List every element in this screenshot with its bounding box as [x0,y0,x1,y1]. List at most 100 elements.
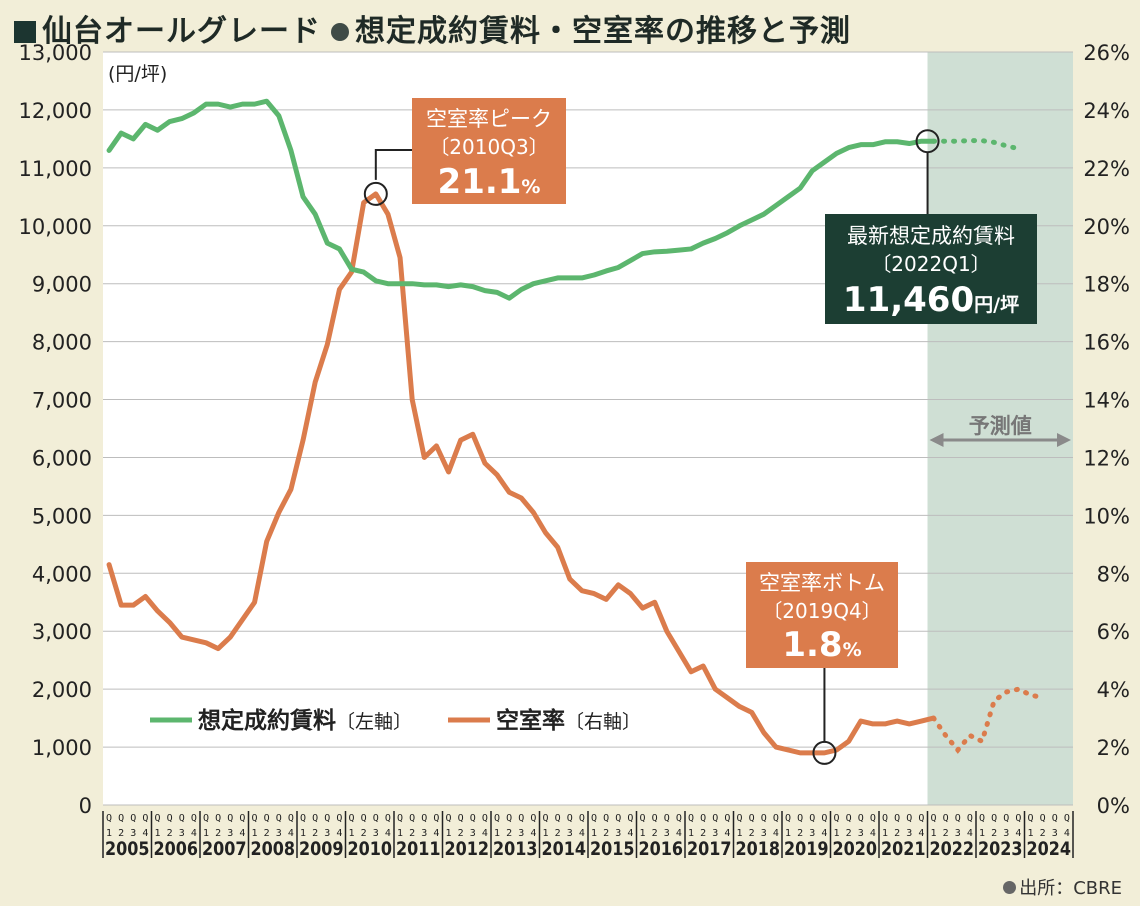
quarter-tick-q: Q [700,813,706,824]
left-tick-label: 3,000 [32,620,92,644]
right-tick-label: 10% [1083,504,1130,528]
left-tick-label: 6,000 [32,446,92,470]
quarter-tick-q: Q [361,813,367,824]
quarter-tick-number: 1 [203,828,209,839]
quarter-tick-number: 4 [142,828,148,839]
right-tick-label: 12% [1083,446,1130,470]
forecast-label-bg [958,414,1043,436]
quarter-tick-q: Q [421,813,427,824]
year-label: 2017 [687,838,732,860]
quarter-tick-q: Q [834,813,840,824]
quarter-tick-number: 4 [676,828,682,839]
quarter-tick-q: Q [288,813,294,824]
quarter-tick-number: 3 [227,828,233,839]
quarter-tick-q: Q [761,813,767,824]
title-part1: 仙台オールグレード [42,14,321,49]
quarter-tick-number: 1 [252,828,258,839]
quarter-tick-number: 1 [640,828,646,839]
right-tick-label: 14% [1083,389,1130,413]
left-tick-label: 2,000 [32,678,92,702]
rent-series-line [106,98,937,301]
peak-callout-box [412,98,566,204]
quarter-tick-q: Q [142,813,148,824]
quarter-tick-q: Q [409,813,415,824]
quarter-tick-number: 3 [858,828,864,839]
quarter-tick-number: 4 [627,828,633,839]
quarter-tick-number: 4 [191,828,197,839]
quarter-tick-q: Q [712,813,718,824]
quarter-tick-number: 1 [591,828,597,839]
quarter-tick-number: 2 [167,828,173,839]
year-label: 2020 [833,838,878,860]
year-label: 2014 [542,838,587,860]
quarter-tick-number: 2 [991,828,997,839]
quarter-tick-q: Q [846,813,852,824]
left-tick-label: 9,000 [32,273,92,297]
quarter-tick-q: Q [349,813,355,824]
quarter-tick-number: 4 [870,828,876,839]
quarter-tick-q: Q [506,813,512,824]
right-tick-label: 26% [1083,41,1130,65]
right-tick-label: 18% [1083,273,1130,297]
year-label: 2023 [978,838,1023,860]
quarter-tick-number: 1 [1028,828,1034,839]
quarter-tick-q: Q [858,813,864,824]
quarter-tick-number: 4 [239,828,245,839]
peak-callout-line2: 〔2010Q3〕 [429,135,548,159]
year-label: 2012 [445,838,490,860]
year-label: 2016 [639,838,684,860]
quarter-tick-number: 1 [931,828,937,839]
year-label: 2015 [590,838,635,860]
year-label: 2011 [396,838,441,860]
quarter-tick-q: Q [567,813,573,824]
quarter-tick-number: 2 [312,828,318,839]
left-tick-label: 0 [79,794,92,818]
quarter-tick-number: 3 [1003,828,1009,839]
bottom-callout-line1: 空室率ボトム [759,571,885,595]
quarter-tick-q: Q [312,813,318,824]
quarter-tick-number: 4 [773,828,779,839]
quarter-tick-number: 2 [215,828,221,839]
quarter-tick-number: 3 [276,828,282,839]
right-tick-label: 8% [1097,562,1130,586]
quarter-tick-q: Q [676,813,682,824]
quarter-tick-q: Q [433,813,439,824]
peak-callout-value: 21.1% [438,162,541,202]
right-tick-label: 6% [1097,620,1130,644]
title-square-marker [14,21,36,43]
left-tick-label: 11,000 [19,157,92,181]
quarter-tick-number: 3 [470,828,476,839]
quarter-tick-q: Q [482,813,488,824]
left-tick-label: 13,000 [19,41,92,65]
quarter-tick-number: 2 [555,828,561,839]
quarter-tick-number: 3 [567,828,573,839]
quarter-tick-q: Q [664,813,670,824]
quarter-tick-number: 2 [409,828,415,839]
peak-callout-line1: 空室率ピーク [426,107,552,131]
quarter-tick-number: 2 [361,828,367,839]
quarter-tick-q: Q [1040,813,1046,824]
quarter-tick-number: 1 [834,828,840,839]
year-label: 2013 [493,838,538,860]
year-label: 2005 [105,838,150,860]
quarter-tick-q: Q [239,813,245,824]
quarter-tick-number: 1 [737,828,743,839]
quarter-tick-q: Q [943,813,949,824]
quarter-tick-number: 3 [615,828,621,839]
year-label: 2021 [881,838,926,860]
quarter-tick-q: Q [397,813,403,824]
quarter-tick-number: 1 [979,828,985,839]
left-axis-unit: (円/坪) [108,63,167,85]
quarter-tick-number: 3 [324,828,330,839]
latest-callout-line1: 最新想定成約賃料 [847,224,1015,248]
quarter-tick-q: Q [821,813,827,824]
left-tick-label: 4,000 [32,562,92,586]
quarter-tick-q: Q [615,813,621,824]
quarter-tick-q: Q [155,813,161,824]
quarter-tick-q: Q [724,813,730,824]
rent-series-forecast-line [931,138,1021,152]
quarter-tick-q: Q [555,813,561,824]
year-label: 2006 [154,838,199,860]
year-label: 2008 [251,838,296,860]
latest-callout-line2: 〔2022Q1〕 [871,252,990,276]
